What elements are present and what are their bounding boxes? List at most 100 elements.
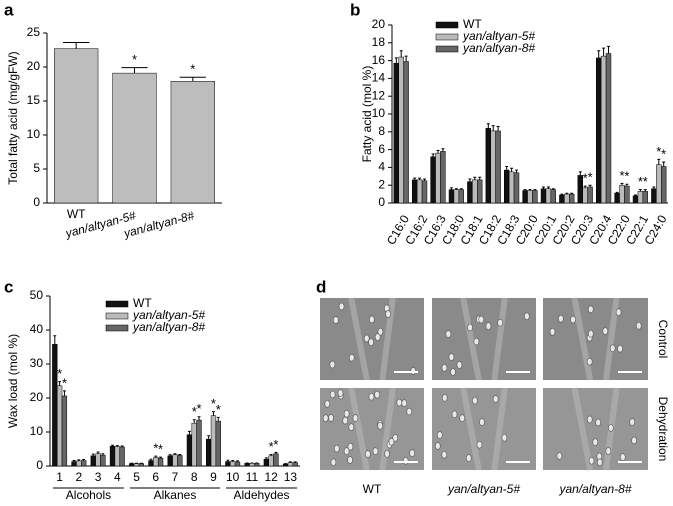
y-tick-label: 10 [372,106,386,120]
bar [582,187,588,204]
error-bar [96,451,100,454]
significance-mark: * [624,169,629,184]
legend-swatch [105,300,129,308]
wax-crystal [352,414,359,422]
error-bar [625,183,629,187]
error-bar [578,171,582,176]
bar [71,461,77,467]
x-tick-label: 2 [76,470,83,484]
bar [587,186,593,204]
bar [527,190,533,204]
bar [172,454,178,467]
bar [138,463,144,467]
significance-mark: * [158,442,163,457]
wax-crystal [441,364,448,372]
wax-crystal [343,409,350,418]
wax-crystal [337,389,344,397]
error-bar [615,191,619,194]
y-tick-label: 12 [372,88,386,102]
bar [263,458,270,467]
error-bar [269,453,273,456]
panel-label: c [4,277,13,296]
wax-crystal [377,422,384,430]
legend-label: yan/altyan-5# [462,29,535,43]
bar [559,194,565,204]
bar [642,191,649,204]
error-bar [58,381,62,386]
error-bar [168,454,172,456]
legend-swatch [105,324,129,332]
wax-crystal [615,308,622,317]
wax-crystal [434,442,441,450]
error-bar [546,186,550,189]
wax-crystal [338,302,345,311]
error-bar [657,158,661,165]
bar [186,434,193,467]
bar [244,463,250,467]
error-bar [91,453,95,456]
error-bar [121,67,148,74]
wax-crystal [368,338,374,347]
wax-crystal [374,333,381,341]
wax-crystal [388,438,395,446]
bar [206,438,212,467]
error-bar [491,125,495,131]
wax-crystal [348,423,355,431]
x-tick-label: 10 [226,470,240,484]
sem-image [432,298,536,380]
wax-crystal [588,329,594,338]
wax-crystal [372,447,379,455]
y-tick-label: 0 [36,458,43,472]
significance-mark: * [273,437,278,452]
bar [605,53,612,204]
y-tick-label: 20 [372,17,386,31]
wax-crystal [392,434,399,442]
bar [52,344,58,467]
y-tick-label: 10 [27,127,41,141]
bar [249,463,255,467]
bar [148,460,154,467]
wax-crystal [501,433,508,442]
legend-swatch [105,312,129,320]
x-tick-label: 9 [210,470,217,484]
wax-crystal [459,414,465,422]
wax-crystal [368,392,375,401]
wax-crystal [333,444,340,453]
error-bar [149,458,153,461]
error-bar [216,416,220,422]
error-bar [436,149,440,154]
wax-crystal [410,367,417,375]
significance-mark: * [656,144,661,159]
y-axis-label: Fatty acid (mol %) [360,66,374,163]
wax-crystal [478,315,485,324]
x-tick-label: WT [67,207,86,221]
bar [472,179,478,204]
error-bar [510,167,514,172]
wax-crystal [465,454,472,462]
wax-crystal [485,322,492,330]
error-bar [565,192,569,195]
error-bar [662,161,666,167]
wax-crystal [396,398,403,407]
wax-crystal [384,450,390,458]
y-tick-label: 16 [372,53,386,67]
sem-texture [348,387,396,471]
bar [651,188,657,204]
error-bar [643,189,647,192]
bar [81,460,87,467]
group-label: Alcohols [66,488,111,502]
wax-crystal [347,442,354,451]
bar [95,453,101,467]
significance-mark: * [62,375,67,390]
wax-crystal [497,318,503,327]
wax-crystal [524,312,530,321]
error-bar [583,185,587,188]
bar [632,195,639,204]
error-bar [53,335,57,345]
error-bar [528,189,532,191]
legend-label: yan/altyan-5# [132,308,205,322]
error-bar [288,461,292,463]
x-tick-label: 5 [133,470,140,484]
error-bar [192,419,196,424]
